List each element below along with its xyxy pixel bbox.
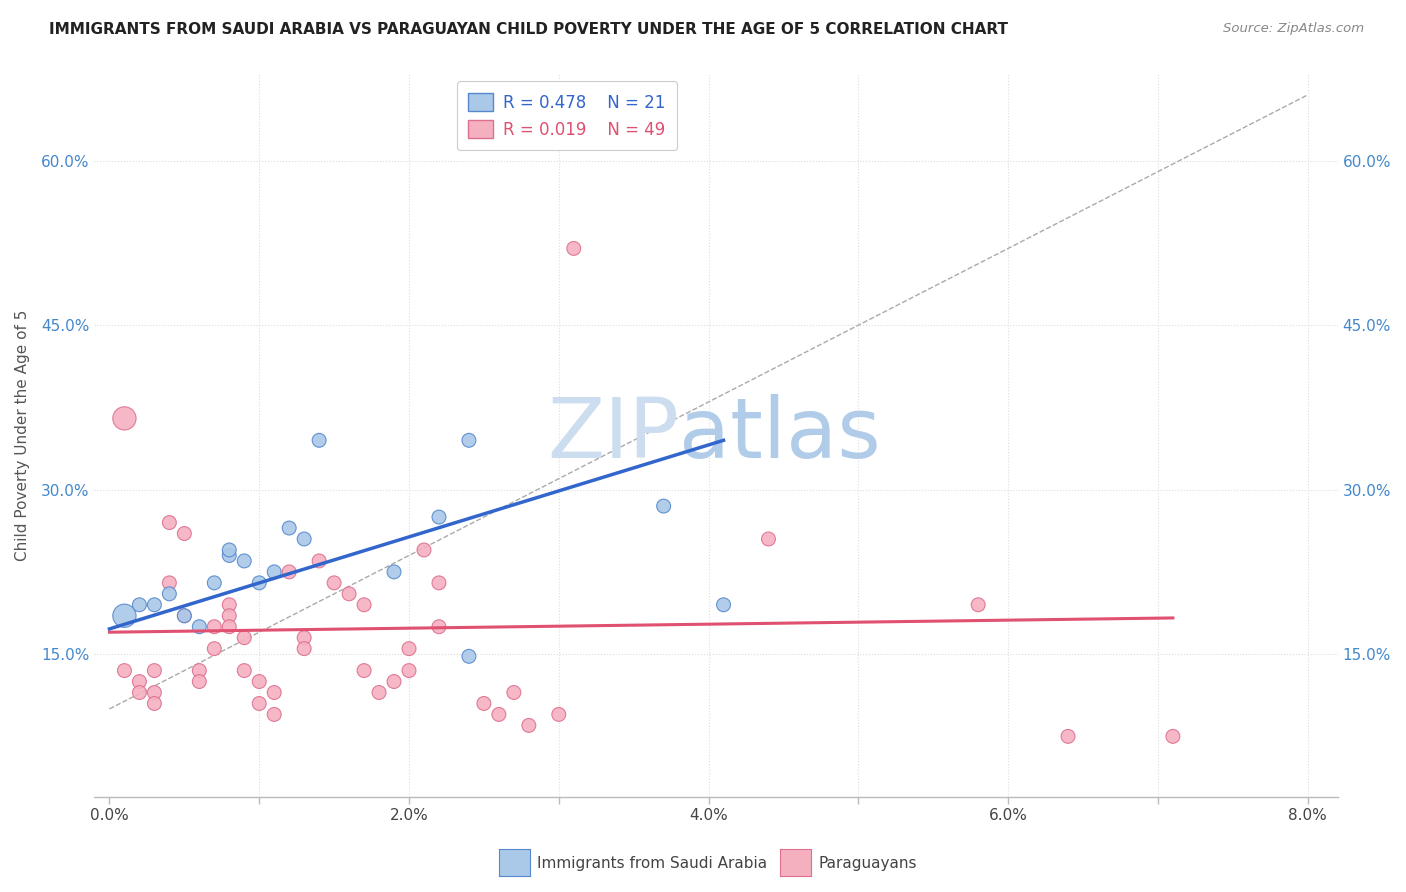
Point (112, 411, 135, 425)
Point (652, 499, 675, 513)
Point (427, 620, 450, 634)
Point (472, 697, 495, 711)
Point (308, 554, 330, 568)
Point (247, 575, 270, 590)
Point (308, 434, 330, 448)
Point (202, 620, 225, 634)
Text: atlas: atlas (679, 394, 880, 475)
Point (547, 707, 569, 722)
Point (188, 620, 211, 634)
Point (758, 532, 780, 546)
Point (173, 608, 195, 623)
Point (502, 685, 524, 699)
Point (218, 543, 240, 558)
Point (458, 649, 481, 664)
Point (713, 598, 735, 612)
Point (128, 674, 150, 689)
Point (337, 587, 360, 601)
Point (263, 707, 285, 722)
Y-axis label: Child Poverty Under the Age of 5: Child Poverty Under the Age of 5 (15, 310, 30, 560)
Point (323, 575, 346, 590)
Point (218, 598, 240, 612)
Point (143, 685, 166, 699)
Point (413, 543, 436, 558)
Point (157, 587, 180, 601)
Point (1057, 730, 1080, 744)
Point (173, 608, 195, 623)
Point (143, 598, 166, 612)
Point (292, 631, 315, 645)
Point (188, 674, 211, 689)
Point (112, 608, 135, 623)
Point (368, 685, 391, 699)
Point (517, 718, 540, 732)
Text: Immigrants from Saudi Arabia: Immigrants from Saudi Arabia (537, 856, 768, 871)
Point (157, 516, 180, 530)
Text: Paraguayans: Paraguayans (818, 856, 917, 871)
Point (458, 434, 481, 448)
Point (143, 697, 166, 711)
Point (202, 641, 225, 656)
Point (263, 685, 285, 699)
Point (382, 674, 405, 689)
Point (112, 664, 135, 678)
Legend: R = 0.478    N = 21, R = 0.019    N = 49: R = 0.478 N = 21, R = 0.019 N = 49 (457, 81, 678, 151)
Point (278, 565, 301, 579)
Point (398, 641, 420, 656)
Point (218, 608, 240, 623)
Point (218, 549, 240, 563)
Text: Source: ZipAtlas.com: Source: ZipAtlas.com (1223, 22, 1364, 36)
Point (233, 631, 256, 645)
Text: ZIP: ZIP (547, 394, 679, 475)
Point (128, 685, 150, 699)
Text: IMMIGRANTS FROM SAUDI ARABIA VS PARAGUAYAN CHILD POVERTY UNDER THE AGE OF 5 CORR: IMMIGRANTS FROM SAUDI ARABIA VS PARAGUAY… (49, 22, 1008, 37)
Point (173, 526, 195, 541)
Point (398, 664, 420, 678)
Point (263, 565, 285, 579)
Point (353, 664, 375, 678)
Point (1161, 730, 1184, 744)
Point (233, 554, 256, 568)
Point (967, 598, 990, 612)
Point (128, 598, 150, 612)
Point (233, 664, 256, 678)
Point (488, 707, 510, 722)
Point (157, 575, 180, 590)
Point (353, 598, 375, 612)
Point (278, 521, 301, 535)
Point (247, 697, 270, 711)
Point (382, 565, 405, 579)
Point (188, 664, 211, 678)
Point (218, 620, 240, 634)
Point (292, 532, 315, 546)
Point (292, 641, 315, 656)
Point (143, 664, 166, 678)
Point (562, 241, 585, 255)
Point (202, 575, 225, 590)
Point (427, 510, 450, 524)
Point (427, 575, 450, 590)
Point (247, 674, 270, 689)
